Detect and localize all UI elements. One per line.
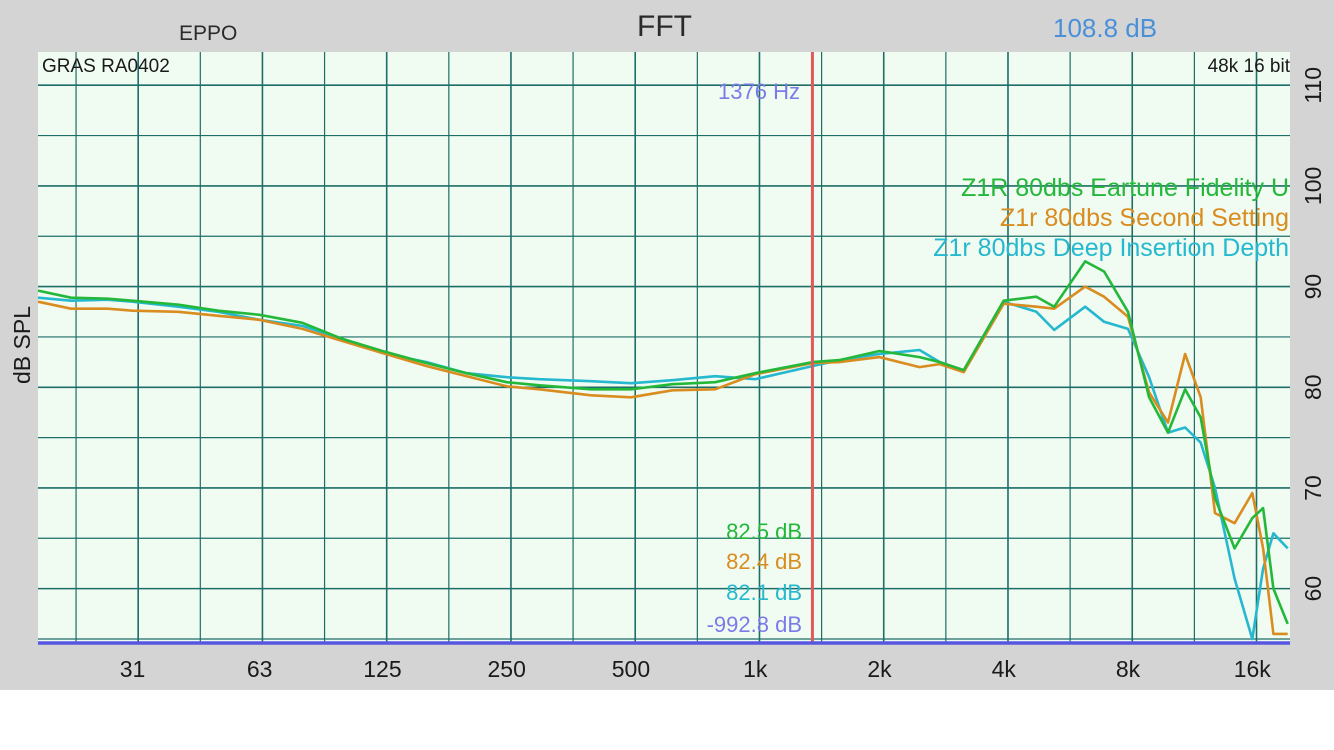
series-layer <box>37 260 1289 641</box>
y-tick-label: 110 <box>1300 67 1326 104</box>
x-tick-label: 500 <box>612 656 650 682</box>
x-tick-label: 16k <box>1234 656 1272 682</box>
series-line-1 <box>37 260 1289 625</box>
peak-readout: 108.8 dB <box>1053 13 1158 43</box>
x-tick-label: 63 <box>247 656 273 682</box>
y-tick-label: 100 <box>1300 167 1326 205</box>
legend-entry-second-setting[interactable]: Z1r 80dbs Second Setting <box>1000 204 1289 232</box>
x-tick-label: 2k <box>867 656 892 682</box>
y-tick-label: 60 <box>1300 576 1326 602</box>
bottom-margin <box>0 690 1334 750</box>
fft-app-window: EPPO FFT 108.8 dB 31 63 125 250 500 1k 2k 4k 8k 1… <box>0 0 1334 690</box>
rig-label: GRAS RA0402 <box>42 56 170 77</box>
y-tick-label: 80 <box>1300 374 1326 400</box>
grid-vertical <box>75 52 1258 644</box>
cursor-frequency-readout: 1376 Hz <box>718 79 800 104</box>
y-tick-labels: 60 70 80 90 100 110 <box>1300 67 1326 602</box>
plot-area[interactable] <box>38 52 1290 644</box>
cursor-value-deep-insertion: 82.1 dB <box>726 580 802 605</box>
x-tick-label: 250 <box>488 656 526 682</box>
app-title: FFT <box>637 10 692 43</box>
fft-chart[interactable]: 31 63 125 250 500 1k 2k 4k 8k 16k 60708090100110 … <box>0 0 1334 690</box>
legend-entry-deep-insertion[interactable]: Z1r 80dbs Deep Insertion Depth <box>933 234 1289 262</box>
x-tick-label: 125 <box>363 656 401 682</box>
cursor-value-eartune: 82.5 dB <box>726 519 802 544</box>
y-axis-label: dB SPL <box>9 306 35 384</box>
x-tick-label: 31 <box>120 656 146 682</box>
y-tick-label: 90 <box>1300 274 1326 300</box>
grid-horizontal <box>38 84 1290 640</box>
series-line-2 <box>37 285 1288 636</box>
x-tick-label: 8k <box>1116 656 1141 682</box>
cursor-value-second-setting: 82.4 dB <box>726 549 802 574</box>
x-tick-label: 4k <box>992 656 1017 682</box>
x-tick-label: 1k <box>743 656 768 682</box>
format-label: 48k 16 bit <box>1208 56 1291 77</box>
x-tick-labels: 31 63 125 250 500 1k 2k 4k 8k 16k <box>120 656 1272 682</box>
y-tick-label: 70 <box>1300 475 1326 501</box>
cursor-value-baseline: -992.8 dB <box>707 612 802 637</box>
device-label: EPPO <box>179 22 238 45</box>
legend-entry-eartune[interactable]: Z1R 80dbs Eartune Fidelity U <box>961 174 1289 202</box>
